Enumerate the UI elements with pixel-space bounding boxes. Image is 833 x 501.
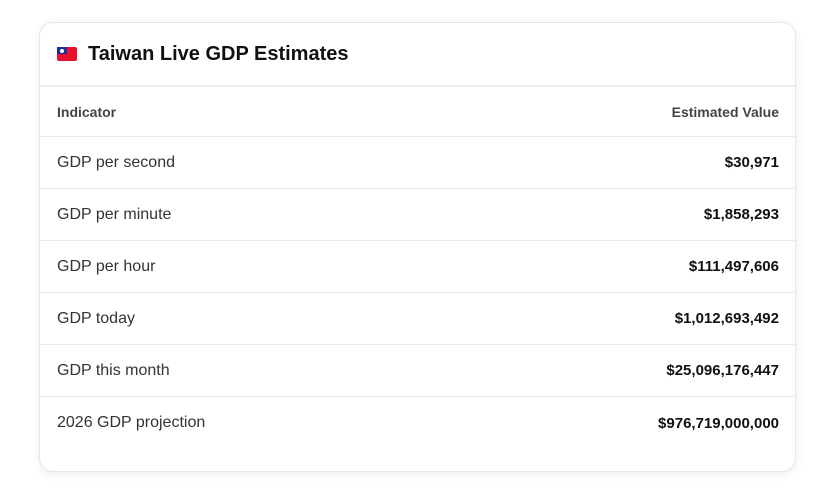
- row-value: $111,497,606: [688, 258, 779, 275]
- row-label: GDP per hour: [57, 257, 156, 275]
- header-indicator: Indicator: [57, 103, 117, 120]
- row-value: $976,719,000,000: [658, 414, 779, 432]
- table-row: 2026 GDP projection $976,719,000,000: [40, 397, 795, 449]
- card-title: Taiwan Live GDP Estimates: [88, 42, 349, 65]
- row-value: $1,858,293: [703, 206, 779, 223]
- flag-canton: [57, 47, 67, 54]
- row-label: GDP today: [57, 309, 135, 327]
- row-value: $30,971: [724, 154, 779, 171]
- row-value: $25,096,176,447: [666, 362, 779, 379]
- row-value: $1,012,693,492: [674, 310, 779, 327]
- card-header: Taiwan Live GDP Estimates: [40, 23, 795, 87]
- header-estimated-value: Estimated Value: [671, 103, 779, 120]
- table-row: GDP per hour $111,497,606: [40, 241, 795, 293]
- row-label: GDP per second: [57, 153, 175, 171]
- taiwan-flag-icon: [57, 47, 77, 61]
- gdp-table: Indicator Estimated Value GDP per second…: [40, 87, 795, 449]
- table-row: GDP per second $30,971: [40, 137, 795, 189]
- table-row: GDP per minute $1,858,293: [40, 189, 795, 241]
- row-label: GDP this month: [57, 361, 170, 379]
- row-label: GDP per minute: [57, 205, 172, 223]
- table-row: GDP this month $25,096,176,447: [40, 345, 795, 397]
- table-header-row: Indicator Estimated Value: [40, 87, 795, 137]
- flag-sun: [60, 48, 64, 53]
- row-label: 2026 GDP projection: [57, 414, 206, 431]
- table-row: GDP today $1,012,693,492: [40, 293, 795, 345]
- gdp-card: Taiwan Live GDP Estimates Indicator Esti…: [39, 22, 796, 472]
